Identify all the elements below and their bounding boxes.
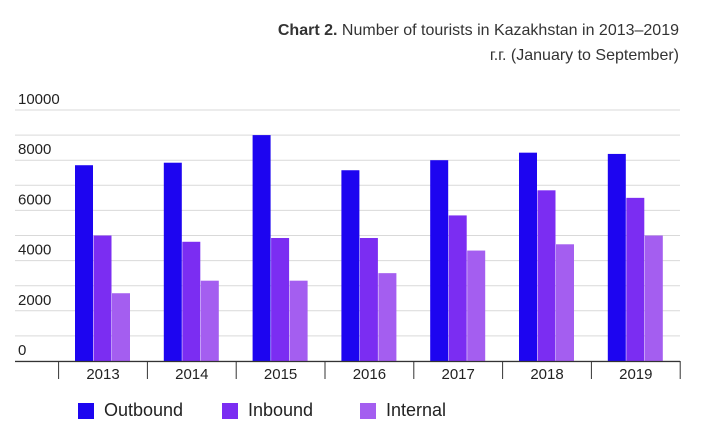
- bar-internal-2014: [200, 280, 219, 361]
- legend-label-internal: Internal: [386, 400, 447, 420]
- bar-chart: 0 2000 4000 6000 8000 10000 2013 2014 2015 2016 20…: [15, 91, 681, 383]
- y-tick-label: 0: [18, 342, 26, 359]
- bar-inbound-2014: [182, 241, 201, 361]
- bar-outbound-2017: [430, 160, 449, 361]
- bar-internal-2019: [644, 235, 663, 361]
- x-tick-label: 2017: [442, 366, 475, 383]
- legend-item-inbound: Inbound: [222, 400, 313, 421]
- bar-internal-2018: [556, 244, 574, 361]
- bar-outbound-2014: [163, 162, 182, 361]
- bar-outbound-2018: [519, 152, 537, 361]
- bar-internal-2013: [112, 293, 130, 361]
- y-tick-label: 8000: [18, 141, 51, 158]
- chart-title-text: Number of tourists in Kazakhstan in 2013…: [341, 22, 679, 64]
- bar-outbound-2016: [341, 170, 360, 361]
- legend-item-internal: Internal: [360, 400, 446, 421]
- x-tick-label: 2014: [175, 366, 208, 383]
- x-tick-label: 2018: [530, 366, 563, 383]
- legend-swatch-inbound: [222, 402, 238, 419]
- legend-swatch-internal: [360, 402, 376, 419]
- bar-inbound-2015: [271, 238, 290, 361]
- chart-title: Chart 2. Number of tourists in Kazakhsta…: [259, 18, 679, 68]
- bar-internal-2017: [467, 250, 486, 361]
- bar-internal-2015: [289, 280, 308, 361]
- legend-label-inbound: Inbound: [248, 400, 314, 420]
- y-tick-label: 2000: [18, 292, 51, 309]
- bar-internal-2016: [378, 273, 397, 361]
- legend-swatch-outbound: [78, 402, 94, 419]
- y-tick-label: 4000: [18, 242, 51, 259]
- y-tick-label: 10000: [18, 91, 60, 108]
- bar-outbound-2013: [75, 165, 93, 361]
- x-tick-label: 2013: [86, 366, 119, 383]
- bar-inbound-2016: [359, 238, 378, 361]
- bar-outbound-2015: [252, 135, 271, 361]
- y-tick-label: 6000: [18, 191, 51, 208]
- bar-inbound-2017: [448, 215, 467, 361]
- bar-inbound-2013: [93, 235, 112, 361]
- legend-label-outbound: Outbound: [104, 400, 184, 420]
- x-tick-label: 2016: [353, 366, 386, 383]
- chart-title-bold: Chart 2.: [277, 22, 338, 39]
- x-tick-label: 2015: [264, 366, 297, 383]
- bar-outbound-2019: [607, 153, 626, 361]
- legend-item-outbound: Outbound: [78, 400, 183, 421]
- chart-legend: Outbound Inbound Internal: [0, 400, 703, 424]
- bar-inbound-2018: [537, 190, 556, 361]
- bar-inbound-2019: [626, 197, 645, 361]
- x-tick-label: 2019: [619, 366, 652, 383]
